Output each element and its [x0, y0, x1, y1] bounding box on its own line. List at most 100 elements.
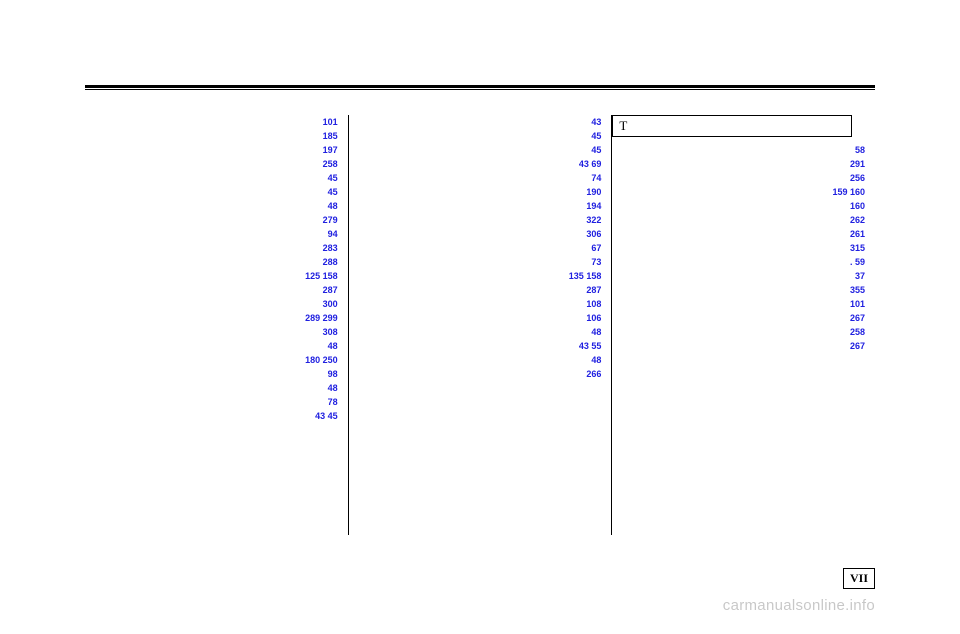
index-pages[interactable]: 258	[319, 157, 338, 171]
index-label	[349, 143, 588, 157]
index-pages[interactable]: 308	[319, 325, 338, 339]
index-pages[interactable]: 267	[846, 339, 865, 353]
index-pages[interactable]: 194	[582, 199, 601, 213]
index-pages[interactable]: 279	[319, 213, 338, 227]
index-entry: 48	[349, 325, 602, 339]
index-entry: 267	[612, 311, 865, 325]
index-label	[612, 213, 846, 227]
index-entry: 287	[349, 283, 602, 297]
index-pages[interactable]: . 59	[846, 255, 865, 269]
index-entry: 258	[612, 325, 865, 339]
index-pages[interactable]: 256	[846, 171, 865, 185]
section-letter: T	[619, 118, 627, 133]
index-pages[interactable]: 180 250	[301, 353, 338, 367]
index-pages[interactable]: 135 158	[565, 269, 602, 283]
index-pages[interactable]: 315	[846, 241, 865, 255]
index-label	[85, 171, 324, 185]
index-entry: 190	[349, 185, 602, 199]
index-pages[interactable]: 125 158	[301, 269, 338, 283]
index-pages[interactable]: 262	[846, 213, 865, 227]
index-pages[interactable]: 45	[324, 185, 338, 199]
index-pages[interactable]: 355	[846, 283, 865, 297]
index-pages[interactable]: 185	[319, 129, 338, 143]
index-pages[interactable]: 43 69	[575, 157, 602, 171]
index-pages[interactable]: 190	[582, 185, 601, 199]
index-label	[612, 171, 846, 185]
index-pages[interactable]: 45	[587, 143, 601, 157]
index-pages[interactable]: 48	[324, 199, 338, 213]
index-pages[interactable]: 94	[324, 227, 338, 241]
index-entry: 45	[349, 129, 602, 143]
index-pages[interactable]: 159 160	[828, 185, 865, 199]
index-pages[interactable]: 67	[587, 241, 601, 255]
index-entry: 185	[85, 129, 338, 143]
index-pages[interactable]: 98	[324, 367, 338, 381]
index-pages[interactable]: 73	[587, 255, 601, 269]
index-pages[interactable]: 45	[324, 171, 338, 185]
index-label	[85, 283, 319, 297]
index-pages[interactable]: 291	[846, 157, 865, 171]
index-entry: 73	[349, 255, 602, 269]
index-pages[interactable]: 261	[846, 227, 865, 241]
index-pages[interactable]: 160	[846, 199, 865, 213]
index-pages[interactable]: 288	[319, 255, 338, 269]
index-pages[interactable]: 267	[846, 311, 865, 325]
index-pages[interactable]: 197	[319, 143, 338, 157]
index-pages[interactable]: 48	[324, 381, 338, 395]
index-pages[interactable]: 258	[846, 325, 865, 339]
index-pages[interactable]: 78	[324, 395, 338, 409]
index-pages[interactable]: 106	[582, 311, 601, 325]
index-pages[interactable]: 287	[582, 283, 601, 297]
index-label	[612, 283, 846, 297]
index-label	[85, 339, 324, 353]
index-entry: 291	[612, 157, 865, 171]
index-pages[interactable]: 266	[582, 367, 601, 381]
index-label	[612, 255, 846, 269]
index-label	[612, 325, 846, 339]
index-label	[85, 311, 301, 325]
index-entry: 256	[612, 171, 865, 185]
index-entry: 45	[85, 171, 338, 185]
index-label	[349, 255, 588, 269]
index-pages[interactable]: 306	[582, 227, 601, 241]
index-pages[interactable]: 48	[587, 325, 601, 339]
index-pages[interactable]: 101	[846, 297, 865, 311]
index-entry: 98	[85, 367, 338, 381]
index-entry: 287	[85, 283, 338, 297]
index-label	[85, 381, 324, 395]
index-label	[349, 213, 583, 227]
index-pages[interactable]: 43	[587, 115, 601, 129]
index-entry: 261	[612, 227, 865, 241]
index-label	[349, 297, 583, 311]
index-pages[interactable]: 43 55	[575, 339, 602, 353]
index-entry: 58	[612, 143, 865, 157]
index-entry: 101	[85, 115, 338, 129]
index-pages[interactable]: 289 299	[301, 311, 338, 325]
index-entry: 48	[85, 381, 338, 395]
index-pages[interactable]: 74	[587, 171, 601, 185]
index-pages[interactable]: 300	[319, 297, 338, 311]
index-pages[interactable]: 322	[582, 213, 601, 227]
index-entry: 306	[349, 227, 602, 241]
index-label	[85, 409, 311, 423]
index-entry: 197	[85, 143, 338, 157]
index-pages[interactable]: 48	[587, 353, 601, 367]
index-entry: 43	[349, 115, 602, 129]
index-label	[349, 227, 583, 241]
index-pages[interactable]: 108	[582, 297, 601, 311]
index-entry: 300	[85, 297, 338, 311]
index-entry: 135 158	[349, 269, 602, 283]
index-entry: 45	[85, 185, 338, 199]
index-pages[interactable]: 101	[319, 115, 338, 129]
index-pages[interactable]: 48	[324, 339, 338, 353]
index-pages[interactable]: 43 45	[311, 409, 338, 423]
index-label	[349, 353, 588, 367]
index-pages[interactable]: 37	[851, 269, 865, 283]
index-entry: 101	[612, 297, 865, 311]
index-pages[interactable]: 287	[319, 283, 338, 297]
index-pages[interactable]: 283	[319, 241, 338, 255]
index-pages[interactable]: 45	[587, 129, 601, 143]
index-label	[349, 241, 588, 255]
index-pages[interactable]: 58	[851, 143, 865, 157]
index-entry: 106	[349, 311, 602, 325]
